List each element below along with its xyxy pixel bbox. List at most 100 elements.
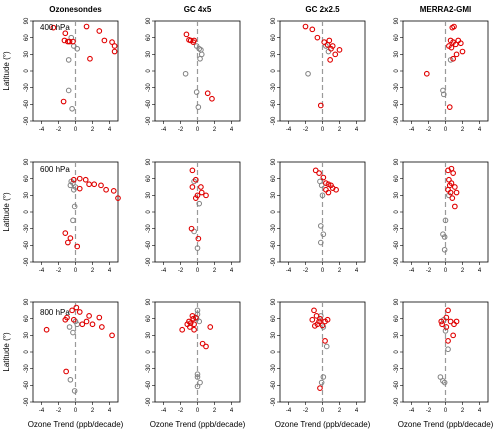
nonsignificant-trend-point — [193, 43, 200, 49]
nonsignificant-trend-point — [318, 223, 324, 229]
y-tick-label-60: 60 — [24, 175, 30, 182]
panel-r2-c1: -4 -2 0 2 4 -90 -60 -30 0 30 60 90 — [146, 298, 241, 414]
significant-trend-point — [73, 304, 80, 311]
significant-trend-point — [89, 321, 96, 328]
y-tick-label-0: 0 — [146, 69, 152, 73]
significant-trend-point — [61, 37, 68, 44]
significant-trend-point — [319, 322, 326, 329]
x-tick-label-0: 0 — [321, 268, 325, 274]
panel-r2-c0: -4 -2 0 2 4 -90 -60 -30 0 30 60 90 800 hPa — [24, 298, 119, 414]
significant-trend-point — [101, 37, 108, 44]
x-tick-label-0: 0 — [444, 408, 448, 414]
significant-trend-point — [453, 51, 460, 58]
nonsignificant-trend-point — [198, 51, 205, 58]
nonsignificant-trend-point — [197, 379, 203, 386]
significant-trend-point — [76, 185, 83, 192]
y-tick-label--90: -90 — [394, 257, 400, 266]
panel-r0-c2: -4 -2 0 2 4 -90 -60 -30 0 30 60 90 — [271, 17, 366, 133]
y-tick-label-60: 60 — [271, 315, 277, 322]
x-tick-label--4: -4 — [161, 127, 167, 133]
nonsignificant-trend-point — [445, 346, 451, 353]
significant-trend-point — [332, 51, 339, 58]
nonsignificant-trend-point — [182, 70, 189, 77]
panels: -4 -2 0 2 4 -90 -60 -30 0 30 60 90 400 hPa -4 -2 0 2 4 -90… — [24, 17, 489, 414]
nonsignificant-trend-point — [441, 91, 447, 98]
x-tick-label-0: 0 — [196, 268, 200, 274]
x-tick-label--2: -2 — [56, 127, 62, 133]
y-tick-label--30: -30 — [24, 224, 30, 233]
y-tick-label-60: 60 — [146, 175, 152, 182]
significant-trend-point — [187, 320, 194, 326]
y-tick-label-30: 30 — [394, 50, 400, 57]
panel-r0-c1: -4 -2 0 2 4 -90 -60 -30 0 30 60 90 — [146, 17, 241, 133]
y-tick-label--30: -30 — [394, 83, 400, 92]
panel-r0-c0: -4 -2 0 2 4 -90 -60 -30 0 30 60 90 400 hPa — [24, 17, 119, 133]
y-tick-label--90: -90 — [24, 397, 30, 406]
panel-r1-c3: -4 -2 0 2 4 -90 -60 -30 0 30 60 90 — [394, 158, 489, 274]
significant-trend-point — [446, 104, 453, 110]
pressure-level-label-1: 600 hPa — [40, 165, 70, 174]
y-tick-label-30: 30 — [146, 191, 152, 198]
y-tick-label--90: -90 — [271, 397, 277, 406]
significant-trend-point — [209, 95, 215, 102]
significant-trend-point — [317, 385, 323, 391]
y-tick-label-90: 90 — [24, 298, 30, 305]
significant-trend-point — [60, 98, 67, 105]
y-tick-label-30: 30 — [24, 50, 30, 57]
y-tick-label-0: 0 — [394, 69, 400, 73]
significant-trend-point — [87, 55, 93, 62]
y-tick-label--60: -60 — [146, 99, 152, 108]
nonsignificant-trend-point — [440, 378, 446, 384]
x-tick-label-4: 4 — [230, 268, 234, 274]
nonsignificant-trend-point — [440, 87, 446, 94]
panel-r1-c0: -4 -2 0 2 4 -90 -60 -30 0 30 60 90 600 hPa — [24, 158, 121, 274]
x-axis-title-col-0: Ozone Trend (ppb/decade) — [28, 420, 124, 429]
x-tick-label-2: 2 — [213, 408, 217, 414]
y-tick-label--90: -90 — [146, 257, 152, 266]
y-tick-label-90: 90 — [146, 17, 152, 24]
significant-trend-point — [316, 170, 322, 176]
x-tick-label-2: 2 — [461, 408, 465, 414]
significant-trend-point — [188, 225, 195, 232]
nonsignificant-trend-point — [65, 57, 72, 63]
significant-trend-point — [324, 42, 331, 48]
nonsignificant-trend-point — [305, 70, 311, 77]
nonsignificant-trend-point — [319, 192, 326, 199]
significant-trend-point — [50, 24, 57, 31]
significant-trend-point — [198, 189, 205, 196]
x-tick-label-0: 0 — [444, 268, 448, 274]
x-tick-label-4: 4 — [478, 408, 482, 414]
x-tick-label--2: -2 — [303, 408, 309, 414]
nonsignificant-trend-point — [65, 87, 72, 94]
x-tick-label--2: -2 — [303, 127, 309, 133]
x-tick-label-0: 0 — [74, 127, 78, 133]
nonsignificant-trend-point — [194, 383, 201, 390]
y-tick-label-60: 60 — [146, 315, 152, 322]
x-tick-label-4: 4 — [355, 268, 359, 274]
nonsignificant-trend-point — [318, 182, 325, 189]
significant-trend-point — [76, 175, 83, 182]
y-tick-label--30: -30 — [271, 83, 277, 92]
significant-trend-point — [96, 314, 103, 321]
y-tick-label--30: -30 — [394, 224, 400, 233]
y-tick-label-60: 60 — [146, 34, 152, 41]
y-tick-label-60: 60 — [24, 34, 30, 41]
x-tick-label--2: -2 — [178, 127, 184, 133]
significant-trend-point — [194, 192, 201, 199]
y-tick-label--60: -60 — [146, 380, 152, 389]
nonsignificant-trend-point — [323, 343, 330, 350]
significant-trend-point — [450, 332, 457, 339]
significant-trend-point — [70, 176, 77, 183]
significant-trend-point — [443, 314, 450, 321]
y-tick-label--60: -60 — [271, 380, 277, 389]
x-axis-title-col-3: Ozone Trend (ppb/decade) — [398, 420, 494, 429]
x-tick-label-4: 4 — [230, 127, 234, 133]
x-tick-label--4: -4 — [39, 268, 45, 274]
pressure-level-label-0: 400 hPa — [40, 23, 70, 32]
y-tick-label--60: -60 — [394, 380, 400, 389]
x-tick-label-2: 2 — [91, 268, 95, 274]
y-tick-label-30: 30 — [394, 331, 400, 338]
x-tick-label--2: -2 — [426, 268, 432, 274]
y-tick-label-0: 0 — [394, 350, 400, 354]
panel-r1-c2: -4 -2 0 2 4 -90 -60 -30 0 30 60 90 — [271, 158, 366, 274]
